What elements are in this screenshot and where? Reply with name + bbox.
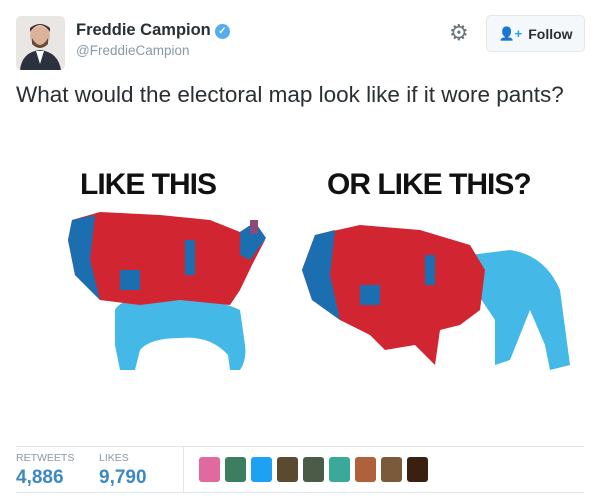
author-handle[interactable]: @FreddieCampion [76,43,190,58]
author-name-text: Freddie Campion [76,21,211,39]
liker-avatar[interactable] [303,457,324,482]
divider [16,446,584,447]
liker-avatar[interactable] [277,457,298,482]
electoral-maps [68,212,570,370]
right-map [302,225,570,370]
likes-count[interactable]: 9,790 [99,467,147,488]
right-caption: OR LIKE THIS? [327,168,532,201]
liker-avatar[interactable] [355,457,376,482]
liker-avatar[interactable] [407,457,428,482]
liker-avatar[interactable] [381,457,402,482]
author-name[interactable]: Freddie Campion ✓ [76,21,230,40]
tweet-media-image[interactable]: LIKE THIS OR LIKE THIS? [40,160,580,410]
verified-badge-icon: ✓ [214,24,230,39]
add-user-icon: 👤+ [498,25,523,41]
avatar[interactable] [16,16,65,70]
liker-avatars [199,457,428,482]
retweets-label: RETWEETS [16,452,75,464]
tweet-text: What would the electoral map look like i… [16,82,564,107]
liker-avatar[interactable] [329,457,350,482]
divider [16,492,584,493]
left-map [68,212,266,370]
liker-avatar[interactable] [225,457,246,482]
retweets-count[interactable]: 4,886 [16,467,64,488]
follow-label: Follow [528,25,573,42]
liker-avatar[interactable] [199,457,220,482]
liker-avatar[interactable] [251,457,272,482]
follow-button[interactable]: 👤+ Follow [486,15,585,52]
gear-icon[interactable]: ⚙ [449,20,469,45]
left-caption: LIKE THIS [80,168,217,201]
likes-label: LIKES [99,452,129,464]
stats-divider [183,447,184,492]
